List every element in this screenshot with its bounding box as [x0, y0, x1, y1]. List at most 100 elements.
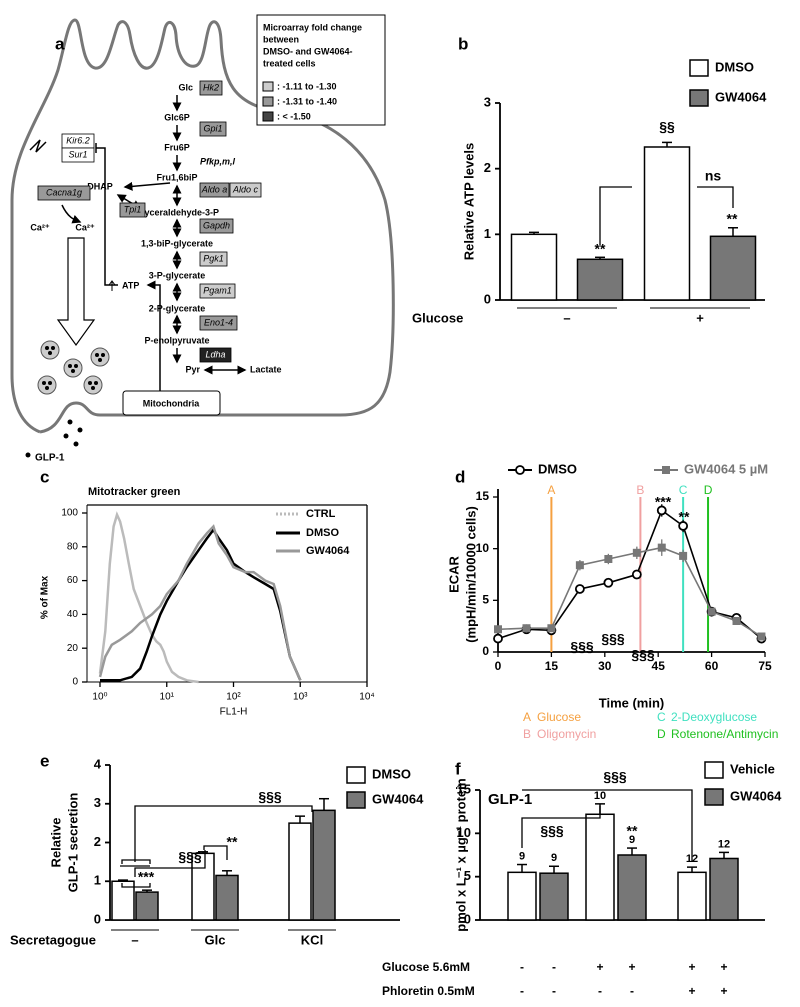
- y-tick-label: 0: [72, 677, 78, 688]
- y-tick-label: 20: [67, 643, 79, 654]
- injection-letter: C: [679, 483, 688, 497]
- y-axis-label: (mpH/min/10000 cells): [463, 506, 478, 643]
- legend-label: : -1.31 to -1.40: [277, 96, 337, 106]
- metabolite: 2-P-glycerate: [149, 303, 206, 313]
- injection-key-name: Rotenone/Antimycin: [671, 727, 778, 741]
- bar: [677, 871, 707, 921]
- bar: [539, 872, 569, 921]
- y-axis-label: % of Max: [40, 575, 51, 619]
- series-line: [98, 511, 199, 684]
- marker: [732, 617, 741, 625]
- bracket: [599, 186, 632, 245]
- legend-swatch: [704, 761, 724, 779]
- legend-label: GW4064 5 µM: [684, 461, 768, 476]
- condition-value: -: [598, 984, 602, 998]
- bar: [215, 874, 239, 921]
- marker: [757, 632, 766, 641]
- bar: [288, 822, 312, 921]
- marker: [603, 577, 614, 588]
- annotation: §§§: [258, 789, 282, 805]
- enzyme-label: Gapdh: [203, 220, 230, 230]
- marker: [547, 624, 556, 633]
- y-tick-label: 0: [484, 291, 491, 306]
- marker: [679, 551, 688, 560]
- y-axis-label: GLP-1 secretion: [65, 793, 80, 893]
- legend-label: CTRL: [306, 508, 336, 520]
- y-tick-label: 0: [482, 644, 489, 658]
- x-tick-label: 10¹: [160, 692, 175, 703]
- x-tick-label: 0: [495, 659, 502, 673]
- y-tick-label: 4: [94, 756, 102, 771]
- panel-label: f: [455, 759, 461, 778]
- x-tick-label: –: [563, 310, 570, 325]
- y-tick-label: 2: [94, 834, 101, 849]
- y-tick-label: 60: [67, 575, 79, 586]
- legend-swatch: [346, 766, 366, 784]
- injection-letter: D: [704, 483, 713, 497]
- y-axis-label: Relative: [48, 818, 63, 868]
- bracket: [697, 186, 734, 208]
- condition-value: +: [628, 960, 635, 974]
- legend-title: treated cells: [263, 58, 316, 68]
- enzyme-label: Ldha: [205, 349, 225, 359]
- annotation: ***: [138, 869, 155, 885]
- y-axis-label: pmol x L⁻¹ x µg⁻¹ protein: [453, 778, 468, 931]
- x-tick-label: 10³: [293, 692, 308, 703]
- x-tick-label: Glc: [205, 932, 226, 947]
- injection-key-letter: B: [523, 727, 531, 741]
- injection-key-name: Glucose: [537, 710, 581, 724]
- secretion-arrow: [56, 237, 96, 347]
- marker: [574, 584, 585, 594]
- annotation: **: [627, 823, 638, 839]
- x-axis-label: Secretagogue: [10, 932, 96, 947]
- granules: [25, 340, 110, 458]
- x-tick-label: 60: [705, 659, 719, 673]
- mitochondria-box: [122, 390, 221, 416]
- marker: [678, 521, 689, 531]
- bar: [135, 891, 159, 921]
- n-label: 10: [594, 790, 606, 802]
- organelle-label: Mitochondria: [143, 398, 200, 408]
- y-tick-label: 100: [61, 508, 78, 519]
- bar: [709, 235, 757, 301]
- bar: [643, 146, 691, 301]
- legend-label: DMSO: [715, 59, 754, 74]
- annotation: §§§: [178, 849, 202, 865]
- enzyme-box: [199, 251, 228, 267]
- enzyme-box: [229, 182, 262, 198]
- y-tick-label: 5: [464, 868, 471, 883]
- x-tick-label: KCl: [301, 932, 323, 947]
- injection-key-letter: A: [523, 710, 531, 724]
- legend-label: GW4064: [372, 791, 424, 806]
- legend-label: GW4064: [730, 788, 782, 803]
- panel-label: c: [40, 467, 49, 486]
- cell-outline: [10, 18, 395, 434]
- hormone-label: GLP-1: [35, 453, 65, 464]
- injection-letter: A: [547, 483, 555, 497]
- injection-key-name: Oligomycin: [537, 727, 596, 741]
- enzyme-box: [119, 202, 146, 218]
- n-label: 9: [519, 850, 525, 862]
- y-tick-label: 5: [482, 593, 489, 607]
- y-tick-label: 80: [67, 541, 79, 552]
- enzyme-box: [61, 147, 95, 163]
- legend-swatch: [704, 788, 724, 806]
- marker: [604, 555, 613, 563]
- metabolite: Glyceraldehyde-3-P: [135, 207, 219, 217]
- enzyme-label: Eno1-4: [204, 317, 233, 327]
- metabolite: Pyr: [185, 364, 200, 374]
- x-tick-label: 30: [598, 659, 612, 673]
- annotation: **: [727, 211, 738, 227]
- enzyme-label: Aldo a: [201, 184, 228, 194]
- condition-value: +: [720, 984, 727, 998]
- ion-label: Ca²⁺: [75, 222, 95, 232]
- x-tick-label: 10²: [226, 692, 241, 703]
- annotation: **: [595, 241, 606, 257]
- marker: [575, 561, 584, 570]
- legend-label: : -1.11 to -1.30: [277, 81, 337, 91]
- legend-label: DMSO: [538, 461, 577, 476]
- legend-title: between: [263, 34, 299, 44]
- enzyme-label: Gpi1: [203, 123, 222, 133]
- y-tick-label: 10: [476, 541, 490, 555]
- marker: [494, 625, 502, 634]
